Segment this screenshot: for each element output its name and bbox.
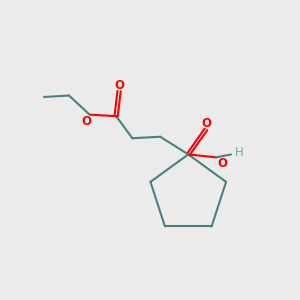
Text: O: O xyxy=(201,117,211,130)
Text: O: O xyxy=(114,79,124,92)
Text: O: O xyxy=(217,157,227,170)
Text: H: H xyxy=(235,146,244,159)
Text: O: O xyxy=(82,115,92,128)
